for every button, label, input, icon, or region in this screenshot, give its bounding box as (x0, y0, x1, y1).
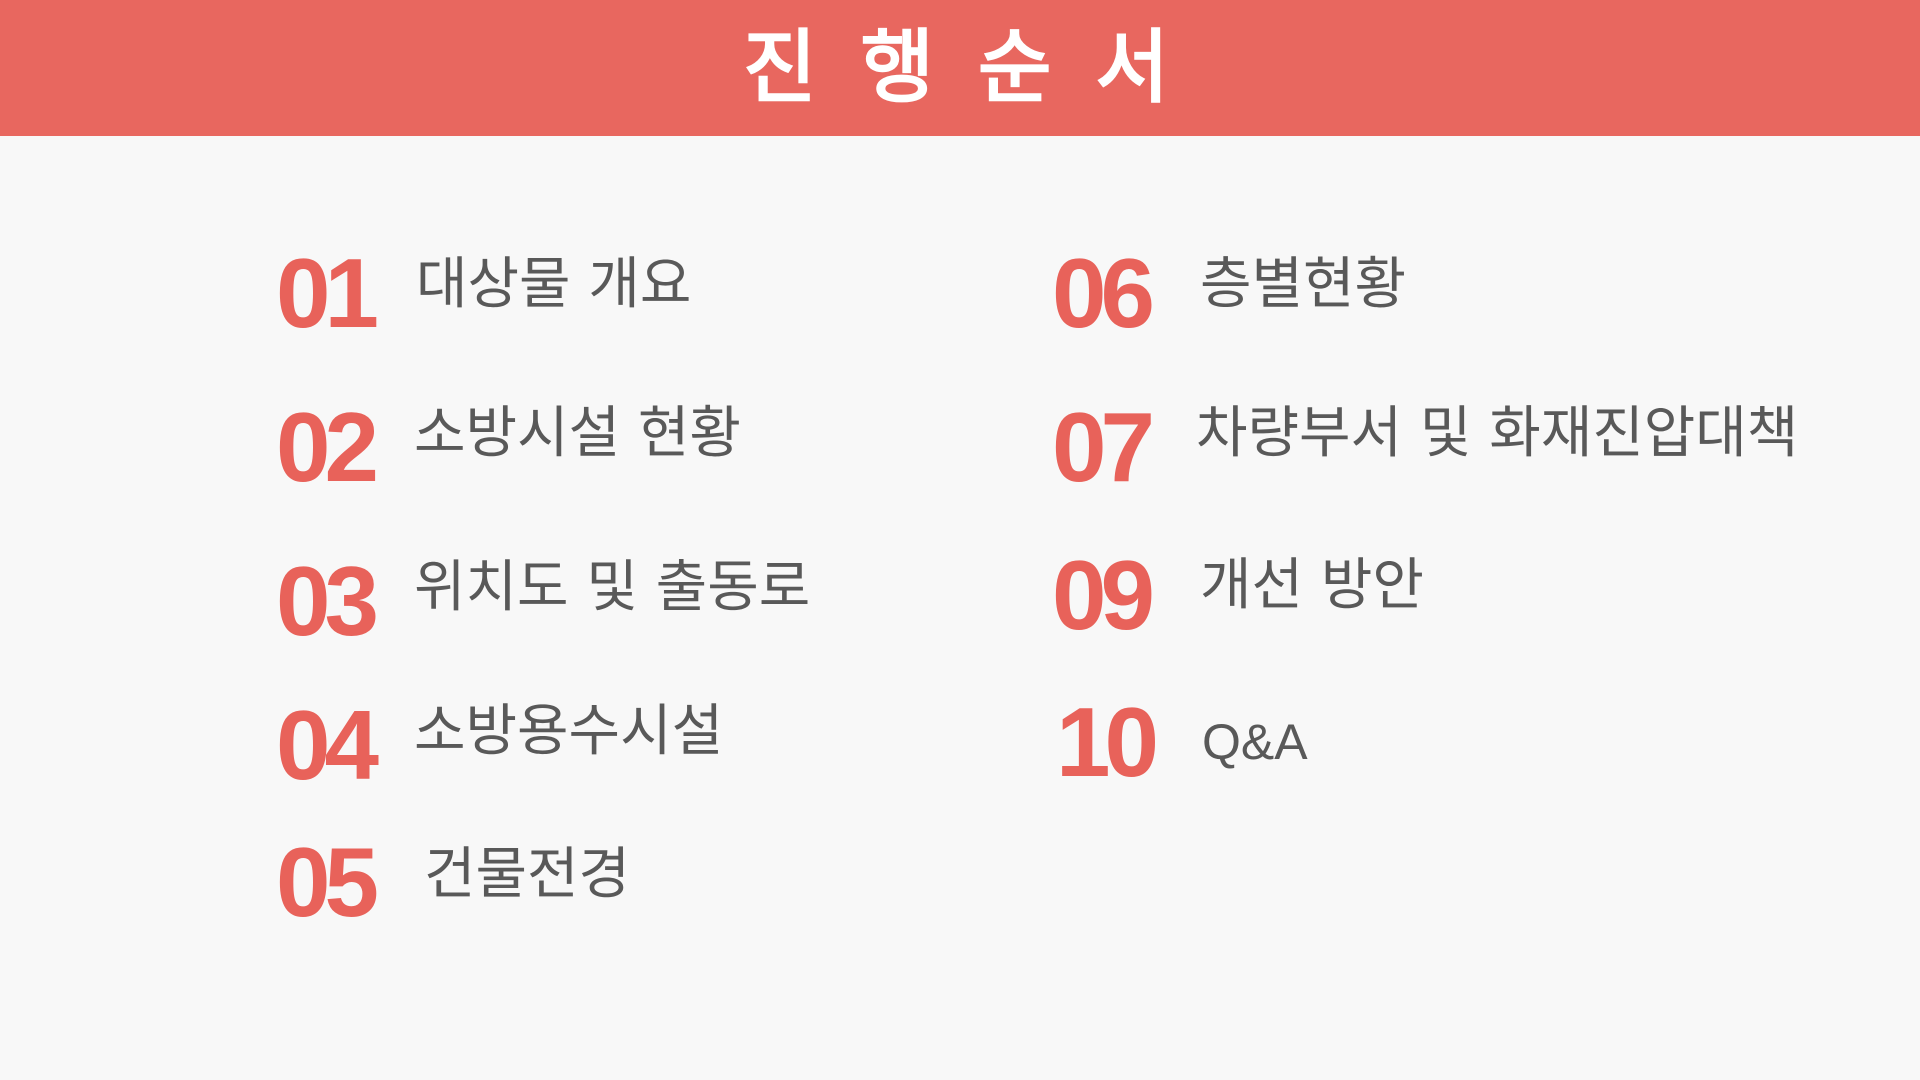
agenda-label: 차량부서 및 화재진압대책 (1196, 401, 1799, 466)
agenda-number: 01 (276, 238, 379, 348)
title-banner: 진 행 순 서 (0, 0, 1920, 136)
slide-title: 진 행 순 서 (743, 21, 1177, 114)
agenda-number: 07 (1052, 392, 1155, 502)
agenda-number: 02 (276, 392, 379, 502)
agenda-number: 05 (276, 827, 379, 937)
agenda-label: 층별현황 (1200, 252, 1407, 317)
agenda-number: 03 (276, 546, 379, 656)
agenda-label: 개선 방안 (1200, 553, 1424, 618)
agenda-label: 건물전경 (424, 842, 631, 907)
agenda-number: 06 (1052, 238, 1155, 348)
agenda-number: 09 (1052, 540, 1155, 650)
agenda-label: 소방시설 현황 (414, 401, 741, 466)
agenda-number: 04 (276, 690, 379, 800)
agenda-label: 소방용수시설 (414, 699, 724, 764)
agenda-label: 위치도 및 출동로 (414, 555, 811, 620)
agenda-number: 10 (1056, 687, 1159, 797)
agenda-label: Q&A (1202, 714, 1308, 770)
agenda-label: 대상물 개요 (416, 252, 692, 317)
